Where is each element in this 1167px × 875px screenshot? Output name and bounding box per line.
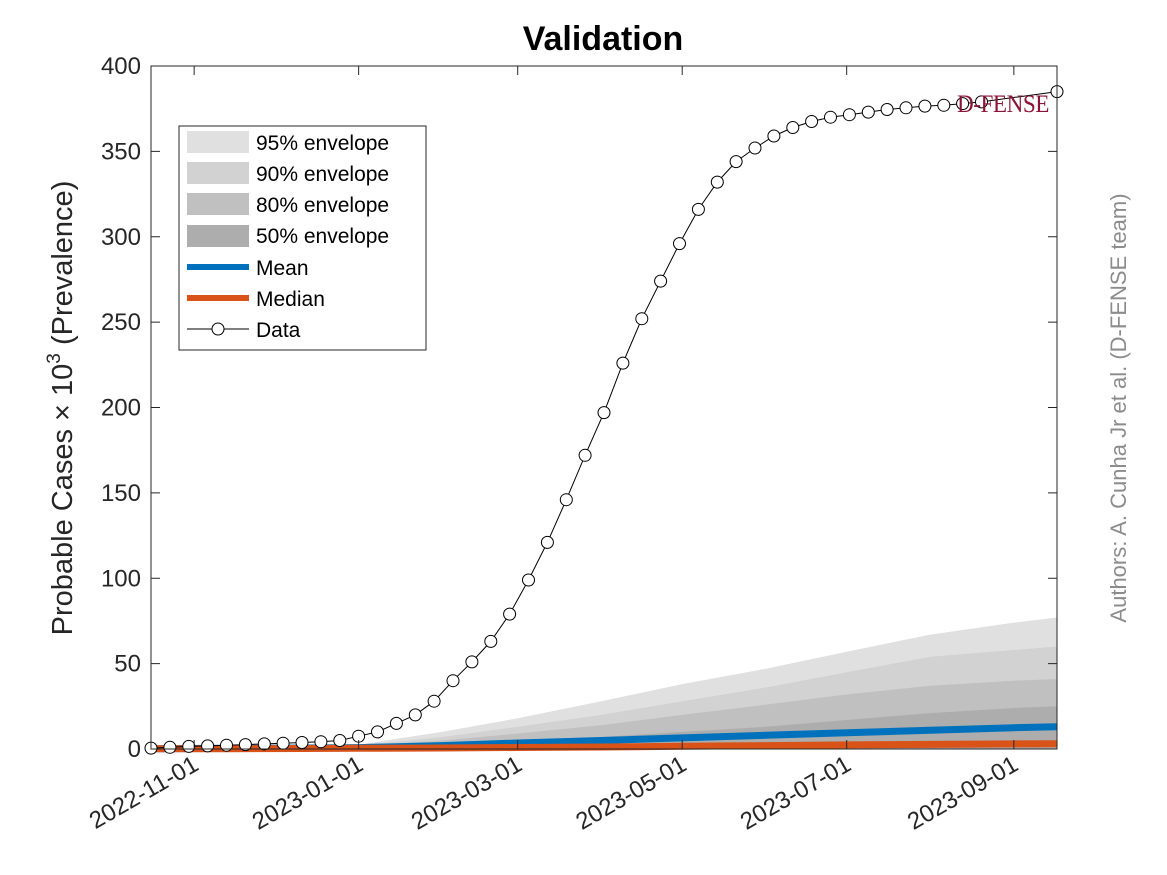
data-point [408, 708, 422, 722]
legend-swatch-data-marker [211, 322, 225, 336]
legend-label-mean: Mean [256, 257, 309, 280]
y-tick-label: 400 [101, 53, 141, 80]
data-point [276, 736, 290, 750]
y-tick-label: 200 [101, 395, 141, 422]
data-point [163, 740, 177, 754]
data-point [314, 735, 328, 749]
x-tick-label: 2023-03-01 [407, 751, 527, 836]
data-point [729, 155, 743, 169]
data-point [691, 202, 705, 216]
x-tick-label: 2022-11-01 [85, 751, 203, 835]
y-axis-ticks: 0 50 100 150 200 250 300 350 400 [101, 53, 1057, 763]
data-point [201, 739, 215, 753]
y-tick-label: 50 [114, 651, 141, 678]
data-point [786, 121, 800, 134]
data-point [748, 141, 762, 155]
data-point [522, 573, 535, 587]
data-point [371, 725, 384, 739]
data-line [150, 91, 1058, 749]
y-tick-label: 350 [101, 138, 141, 165]
x-tick-label: 2023-05-01 [571, 751, 691, 836]
legend: 95% envelope 90% envelope 80% envelope 5… [178, 125, 427, 351]
y-tick-label: 100 [101, 565, 141, 592]
data-point [578, 448, 592, 462]
data-point [427, 694, 441, 708]
data-point [446, 674, 460, 688]
envelope-env50 [151, 706, 1057, 749]
y-axis-label: Probable Cases × 103 (Prevalence) [44, 181, 79, 636]
data-point [257, 737, 271, 751]
data-point [956, 97, 970, 111]
data-point [333, 734, 347, 747]
data-point [238, 738, 252, 752]
data-point [805, 115, 819, 128]
d-fense-logo: D-FENSE [957, 91, 1049, 118]
data-point [937, 98, 951, 112]
y-tick-label: 250 [101, 309, 141, 336]
data-point [842, 108, 856, 122]
y-tick-label: 0 [128, 736, 141, 763]
data-point [597, 406, 611, 420]
x-tick-label: 2023-07-01 [736, 751, 856, 836]
data-point [295, 736, 309, 749]
data-point [899, 101, 913, 115]
legend-label-env95: 95% envelope [256, 132, 389, 155]
data-point [880, 103, 894, 116]
data-point [389, 716, 403, 730]
data-point [710, 175, 724, 189]
legend-swatch-env80 [187, 193, 249, 215]
data-point [824, 110, 837, 124]
data-point [918, 99, 932, 113]
author-note: Authors: A. Cunha Jr et al. (D-FENSE tea… [1106, 193, 1131, 622]
data-point [220, 738, 233, 752]
data-point [635, 312, 649, 326]
legend-label-env90: 90% envelope [256, 163, 389, 186]
data-point [559, 493, 573, 507]
legend-swatch-env90 [187, 162, 249, 184]
data-point [540, 535, 554, 549]
data-points [144, 85, 1064, 755]
chart-title: Validation [523, 20, 684, 58]
data-point [503, 607, 517, 621]
data-point [673, 237, 686, 251]
legend-swatch-env50 [187, 225, 249, 247]
y-tick-label: 300 [101, 224, 141, 251]
legend-label-data: Data [256, 319, 301, 342]
legend-swatch-env95 [187, 131, 249, 153]
data-point [654, 274, 668, 288]
data-point [975, 95, 988, 109]
data-point [861, 105, 875, 119]
data-point [465, 655, 479, 669]
legend-label-env50: 50% envelope [256, 225, 389, 248]
data-point [484, 634, 498, 648]
x-tick-label: 2023-01-01 [248, 751, 368, 836]
y-tick-label: 150 [101, 480, 141, 507]
data-point [616, 356, 630, 370]
legend-label-median: Median [256, 288, 325, 311]
data-point [767, 129, 781, 143]
x-tick-label: 2023-09-01 [903, 751, 1023, 836]
legend-label-env80: 80% envelope [256, 194, 389, 217]
